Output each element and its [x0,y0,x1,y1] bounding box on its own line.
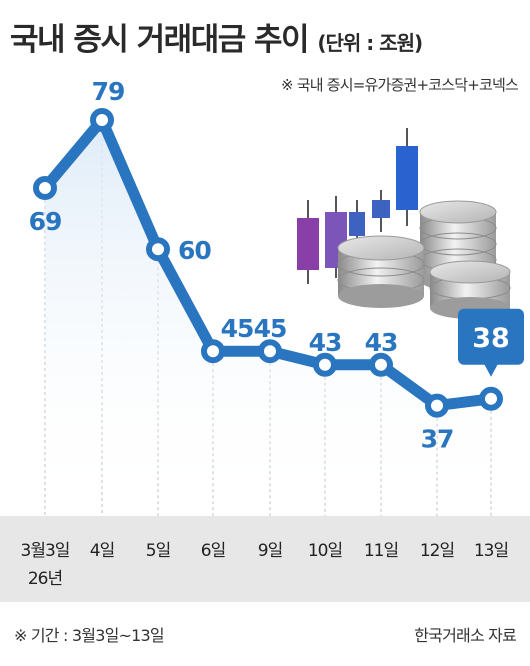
data-label: 69 [29,207,62,236]
data-point [313,352,337,377]
category-label: 4일 [90,541,114,561]
category-axis-band [0,516,530,602]
data-point [258,339,282,364]
data-label: 45 [254,314,287,343]
market-note: ※ 국내 증시=유가증권+코스닥+코넥스 [280,76,519,94]
highlight-callout: 38 [458,308,524,377]
data-point [90,108,114,132]
category-label: 9일 [258,541,282,561]
data-labels: 69 79 60 45 45 43 43 37 38 [29,77,524,454]
data-point [369,352,393,377]
data-label: 38 [472,323,510,354]
category-label: 5일 [146,541,170,561]
data-label: 79 [92,77,125,106]
callout-pointer [484,363,498,377]
category-label: 13일 [474,541,508,561]
category-label: 10일 [308,541,342,561]
data-label: 45 [221,314,254,343]
data-label: 43 [365,328,398,357]
category-label: 6일 [201,541,225,561]
data-point [201,339,225,364]
unit-label: (단위 : 조원) [317,31,423,55]
point-markers [33,108,503,418]
data-point [146,237,170,262]
candlestick-coins-illustration [297,128,511,319]
category-label: 3월3일 26년 [21,541,70,589]
coin-stack-icon [337,200,511,319]
data-label: 60 [178,236,211,265]
source-note: 한국거래소 자료 [414,626,517,645]
data-label: 37 [421,425,454,454]
category-label: 12일 [420,541,454,561]
data-point [479,386,503,411]
data-point [33,176,57,200]
chart-title-text: 국내 증시 거래대금 추이 [10,22,310,58]
data-point [425,393,449,418]
category-label: 11일 [364,541,398,561]
area-fill [45,120,491,516]
data-label: 43 [309,328,342,357]
callout-box [458,308,524,365]
period-note: ※ 기간 : 3월3일~13일 [14,626,165,645]
category-axis: 3월3일 26년 4일 5일 6일 9일 10일 11일 12일 13일 [21,541,510,589]
chart-title: 국내 증시 거래대금 추이 (단위 : 조원) [10,14,423,59]
